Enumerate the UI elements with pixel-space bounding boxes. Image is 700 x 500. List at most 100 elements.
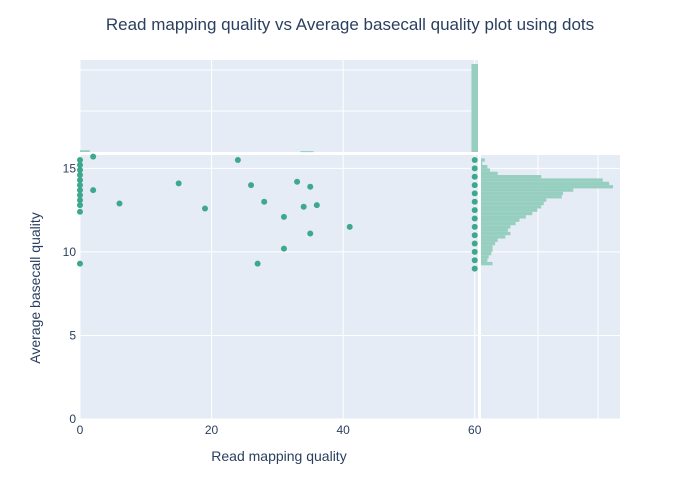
data-point [307, 183, 314, 190]
data-point [280, 245, 287, 252]
y-axis-ticks: 0 5 10 15 [63, 161, 77, 426]
data-point [471, 248, 478, 255]
right-histogram-bar [481, 251, 492, 256]
right-histogram-bar [481, 225, 511, 229]
y-tick-label: 5 [69, 328, 76, 342]
data-point [471, 190, 478, 197]
y-tick-label: 0 [69, 412, 76, 426]
right-histogram-bar [481, 231, 511, 236]
data-point [77, 172, 83, 179]
x-axis-ticks: 0 20 40 60 [77, 423, 482, 437]
right-histogram-panel [481, 155, 620, 420]
right-histogram-bar [481, 161, 483, 166]
right-histogram-bar [481, 168, 490, 172]
data-point [77, 197, 83, 204]
data-point [77, 202, 83, 209]
right-histogram-bar [481, 248, 493, 252]
data-point [471, 198, 478, 205]
right-histogram-bar [481, 198, 547, 202]
data-point [471, 165, 478, 172]
data-point [77, 182, 83, 189]
data-point [175, 180, 182, 187]
data-point [116, 200, 123, 207]
data-point [77, 208, 83, 215]
right-histogram-bar [481, 165, 488, 169]
right-histogram-bar [481, 158, 485, 162]
right-histogram-bar [481, 191, 564, 196]
data-point [248, 182, 255, 189]
data-point [77, 157, 83, 164]
top-histogram-bar [300, 151, 314, 153]
right-histogram-bar [481, 255, 489, 259]
data-point [294, 178, 301, 185]
right-histogram-bar [481, 258, 488, 262]
data-point [77, 192, 83, 199]
right-histogram-bar [481, 205, 542, 209]
right-histogram-bar [481, 181, 610, 186]
data-point [471, 240, 478, 247]
x-tick-label: 40 [336, 423, 350, 437]
data-point [471, 182, 478, 189]
data-point [90, 187, 97, 194]
right-histogram-bar [481, 201, 544, 206]
data-point [254, 260, 261, 267]
data-point [471, 207, 478, 214]
data-point [280, 213, 287, 220]
scatter-points [77, 153, 478, 272]
top-histogram-panel [79, 60, 478, 153]
plot-background [80, 155, 478, 419]
data-point [471, 173, 478, 180]
right-histogram-bar [481, 215, 526, 219]
data-point [201, 205, 208, 212]
data-point [77, 260, 83, 267]
data-point [471, 215, 478, 222]
scatter-panel [77, 153, 478, 420]
data-point [300, 203, 307, 210]
data-point [77, 167, 83, 174]
data-point [77, 162, 83, 169]
right-histogram-bars [481, 158, 613, 266]
right-histogram-bar [481, 235, 506, 239]
right-histogram-bar [481, 185, 613, 189]
x-tick-label: 20 [205, 423, 219, 437]
right-histogram-bar [481, 261, 493, 266]
data-point [471, 265, 478, 272]
data-point [471, 157, 478, 164]
data-point [234, 157, 241, 164]
right-histogram-bar [481, 195, 562, 199]
data-point [307, 230, 314, 237]
y-axis-title: Average basecall quality [27, 212, 43, 364]
y-tick-label: 15 [63, 161, 77, 175]
data-point [346, 223, 353, 230]
right-histogram-grid [481, 155, 620, 420]
right-histogram-bar [481, 188, 574, 192]
data-point [90, 153, 97, 160]
data-point [77, 187, 83, 194]
y-tick-label: 10 [63, 245, 77, 259]
data-point [77, 177, 83, 184]
right-histogram-bar [481, 228, 508, 232]
data-point [471, 257, 478, 264]
top-histogram-bar [80, 150, 90, 152]
x-axis-title: Read mapping quality [211, 448, 346, 464]
x-tick-label: 60 [468, 423, 482, 437]
right-histogram-bar [481, 175, 542, 179]
right-histogram-bar [481, 208, 538, 212]
data-point [471, 223, 478, 230]
right-histogram-bar [481, 171, 498, 176]
top-histogram-bar [471, 64, 478, 152]
data-point [261, 198, 268, 205]
right-histogram-bar [481, 178, 603, 182]
chart-title: Read mapping quality vs Average basecall… [106, 15, 594, 34]
right-histogram-bar [481, 211, 533, 216]
right-histogram-bar [481, 221, 516, 226]
x-tick-label: 0 [77, 423, 84, 437]
right-histogram-bar [481, 238, 498, 242]
right-histogram-bar [481, 245, 493, 249]
right-histogram-bar [481, 241, 496, 246]
right-histogram-bar [481, 218, 520, 222]
top-histogram-background [80, 60, 478, 152]
data-point [313, 202, 320, 209]
data-point [471, 232, 478, 239]
